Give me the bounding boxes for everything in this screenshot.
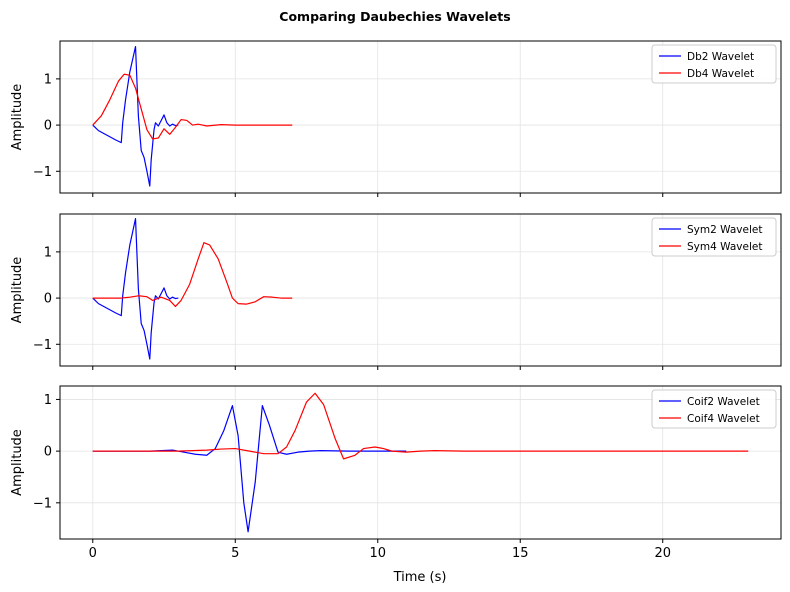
legend-entry: Sym4 Wavelet	[687, 241, 762, 253]
series-line-2	[92, 392, 749, 460]
subplot-panels: −1 0 1 Amplitude Db2 Wavelet Db4 Wavelet −1 0 1 A…	[10, 40, 782, 561]
x-tick-label: 5	[231, 546, 239, 561]
y-axis-label: Amplitude	[10, 429, 25, 496]
series-line-1	[92, 218, 179, 360]
x-tick-label: 10	[369, 546, 386, 561]
y-tick-label: 1	[44, 393, 52, 408]
y-axis-label: Amplitude	[10, 257, 25, 324]
axes-frame	[59, 40, 782, 194]
legend-entry: Db4 Wavelet	[687, 68, 754, 80]
legend: Coif2 Wavelet Coif4 Wavelet	[651, 389, 777, 429]
legend-box	[651, 44, 777, 84]
x-tick-label: 0	[89, 546, 97, 561]
x-tick-label: 15	[512, 546, 529, 561]
x-tick-label: 20	[654, 546, 671, 561]
y-tick-label: −1	[33, 496, 52, 511]
y-tick-label: −1	[33, 338, 52, 353]
x-axis-label: Time (s)	[393, 570, 447, 585]
legend-box	[651, 389, 777, 429]
legend: Db2 Wavelet Db4 Wavelet	[651, 44, 777, 84]
series-line-2	[92, 242, 293, 307]
series-line-1	[92, 405, 407, 533]
legend-box	[651, 217, 777, 257]
subplot-2: −1 0 1 Amplitude Sym2 Wavelet Sym4 Wavelet	[10, 213, 782, 370]
y-axis-label: Amplitude	[10, 84, 25, 151]
legend-entry: Coif2 Wavelet	[687, 396, 760, 408]
legend-entry: Sym2 Wavelet	[687, 224, 762, 236]
y-tick-label: 1	[44, 245, 52, 260]
subplot-1: −1 0 1 Amplitude Db2 Wavelet Db4 Wavelet	[10, 40, 782, 197]
y-tick-label: −1	[33, 165, 52, 180]
series-line-2	[92, 73, 293, 140]
legend-entry: Coif4 Wavelet	[687, 413, 760, 425]
subplot-3: 0 5 10 15 20 −1 0 1 Amplitude Coif2 Wavelet Coif4 …	[10, 385, 782, 561]
series-line-1	[92, 45, 179, 187]
figure-title: Comparing Daubechies Wavelets	[279, 9, 510, 24]
y-tick-label: 0	[44, 445, 52, 460]
legend: Sym2 Wavelet Sym4 Wavelet	[651, 217, 777, 257]
axes-frame	[59, 213, 782, 367]
legend-entry: Db2 Wavelet	[687, 51, 754, 63]
axes-frame	[59, 385, 782, 540]
y-tick-label: 0	[44, 292, 52, 307]
y-tick-label: 0	[44, 119, 52, 134]
y-tick-label: 1	[44, 72, 52, 87]
